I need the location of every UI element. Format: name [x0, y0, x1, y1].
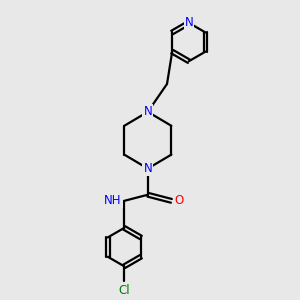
Text: N: N — [143, 105, 152, 118]
Text: NH: NH — [104, 194, 122, 207]
Text: O: O — [175, 194, 184, 207]
Text: N: N — [184, 16, 193, 29]
Text: Cl: Cl — [118, 284, 130, 297]
Text: N: N — [143, 162, 152, 175]
